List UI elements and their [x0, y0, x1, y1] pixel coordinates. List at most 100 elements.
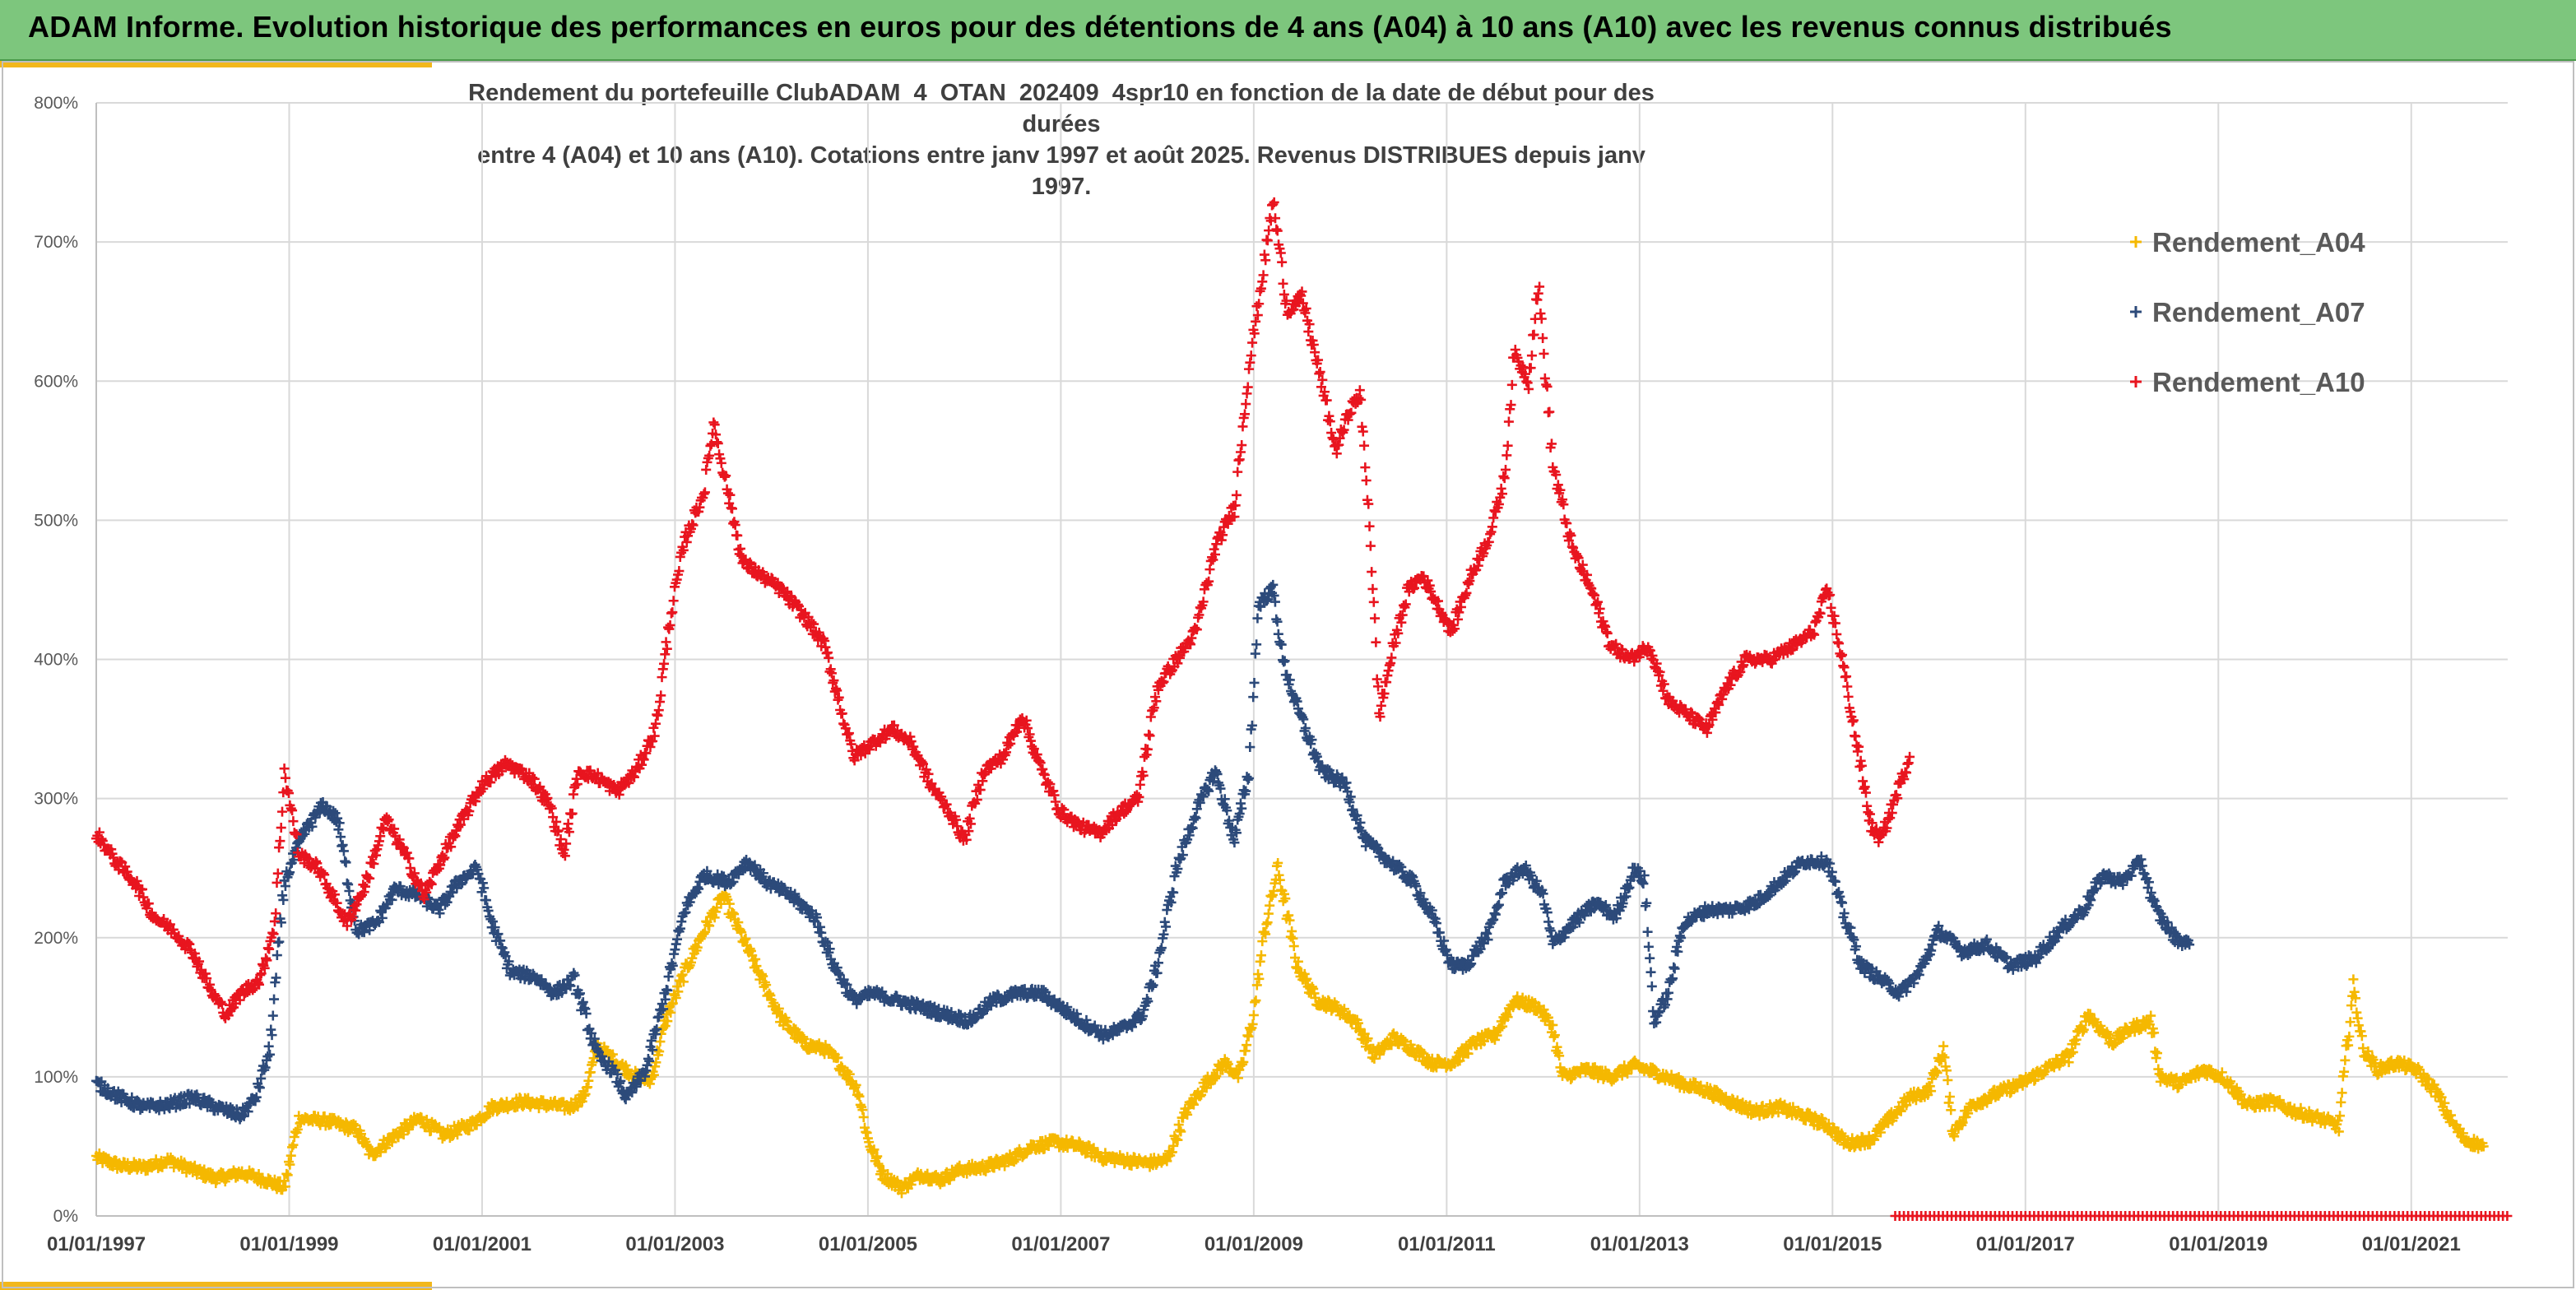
rendement_a07-point: [1673, 946, 1683, 957]
rendement_a04-point: [869, 1144, 880, 1155]
rendement_a07-point: [1495, 889, 1506, 900]
rendement_a07-point: [336, 832, 346, 842]
y-tick-label: 200%: [34, 929, 78, 948]
rendement_a04-point: [729, 909, 740, 920]
rendement_a04-point: [2150, 1046, 2161, 1057]
rendement_a04-point: [1009, 1157, 1019, 1167]
rendement_a04-point: [2356, 1026, 2366, 1037]
rendement_a07-point: [341, 857, 351, 868]
rendement_a07-point: [337, 840, 348, 851]
rendement_a10-point: [716, 457, 726, 468]
rendement_a07-point: [1651, 1017, 1662, 1028]
x-tick-label: 01/01/2021: [2362, 1233, 2461, 1255]
rendement_a10-point: [656, 690, 666, 701]
rendement_a04-point: [667, 998, 678, 1009]
rendement_a04-point: [1172, 1135, 1183, 1145]
rendement_a10-point: [709, 420, 720, 430]
rendement_a07-point: [340, 856, 350, 866]
rendement_a04-point: [1944, 1092, 1955, 1102]
rendement_a04-point: [1188, 1099, 1199, 1110]
rendement_a07-point: [278, 894, 289, 905]
rendement_a04-point: [1548, 1032, 1559, 1042]
rendement_a04-point: [666, 1007, 676, 1018]
rendement_a04-point: [687, 953, 698, 963]
rendement_a10-point: [267, 927, 278, 938]
rendement_a07-point: [1545, 926, 1556, 936]
rendement_a04-point: [1173, 1120, 1184, 1130]
rendement_a07-point: [1273, 629, 1283, 639]
rendement_a04-point: [709, 912, 720, 923]
rendement_a04-point: [288, 1139, 299, 1150]
rendement_a04-point: [343, 1127, 354, 1138]
rendement_a04-point: [750, 954, 761, 964]
rendement_a04-point: [2339, 1066, 2350, 1077]
rendement_a04-point: [263, 1173, 274, 1184]
y-tick-label: 700%: [34, 233, 78, 252]
rendement_a07-point: [663, 972, 674, 982]
rendement_a04-point: [1946, 1105, 1956, 1116]
x-tick-label: 01/01/2013: [1590, 1233, 1689, 1255]
rendement_a04-point: [858, 1111, 869, 1122]
rendement_a07-point: [267, 1010, 278, 1021]
rendement_a04-point: [281, 1168, 292, 1179]
rendement_a10-point: [708, 417, 719, 428]
rendement_a04-point: [716, 898, 726, 909]
rendement_a10-point: [701, 464, 712, 475]
rendement_a04-point: [282, 1170, 293, 1181]
y-tick-label: 300%: [34, 790, 78, 809]
rendement_a04-point: [1251, 995, 1261, 1006]
rendement_a04-point: [922, 1168, 933, 1179]
rendement_a04-point: [662, 1016, 673, 1027]
rendement_a07-point: [1249, 677, 1260, 688]
rendement_a04-point: [350, 1120, 361, 1130]
rendement_a04-point: [355, 1129, 366, 1139]
rendement_a04-point: [660, 1021, 671, 1032]
rendement_a04-point: [1182, 1109, 1193, 1120]
rendement_a04-point: [606, 1051, 616, 1062]
rendement_a07-point: [1645, 967, 1656, 977]
rendement_a04-point: [1209, 1073, 1220, 1084]
rendement_a04-point: [398, 1129, 409, 1139]
rendement_a04-point: [745, 945, 756, 956]
rendement_a10-point: [567, 808, 578, 819]
rendement_a07-point: [1833, 887, 1844, 898]
rendement_a04-point: [1247, 1019, 1258, 1029]
rendement_a04-point: [1938, 1041, 1949, 1051]
rendement_a04-point: [1176, 1126, 1186, 1137]
rendement_a04-point: [2337, 1088, 2347, 1098]
rendement_a04-point: [2336, 1097, 2346, 1107]
rendement_a10-point: [842, 729, 853, 740]
rendement_a04-point: [896, 1188, 907, 1199]
rendement_a04-point: [280, 1181, 290, 1192]
page-title: ADAM Informe. Evolution historique des p…: [28, 10, 2172, 44]
rendement_a04-point: [607, 1049, 618, 1060]
y-tick-label: 400%: [34, 651, 78, 670]
rendement_a04-point: [1242, 1040, 1252, 1051]
rendement_a04-point: [678, 977, 689, 987]
rendement_a04-point: [748, 955, 759, 966]
rendement_a10-point: [838, 718, 849, 729]
x-tick-label: 01/01/2011: [1398, 1233, 1496, 1255]
rendement_a10-point: [276, 823, 286, 833]
rendement_a04-point: [577, 1096, 587, 1107]
rendement_a04-point: [651, 1057, 661, 1068]
rendement_a07-point: [269, 994, 280, 1005]
rendement_a04-point: [464, 1125, 475, 1136]
rendement_a04-point: [1265, 900, 1275, 911]
rendement_a07-point: [815, 921, 825, 932]
rendement_a04-point: [348, 1119, 359, 1130]
x-tick-label: 01/01/2001: [433, 1233, 531, 1255]
rendement_a04-point: [736, 927, 747, 938]
rendement_a07-point: [672, 934, 683, 944]
y-tick-label: 600%: [34, 372, 78, 391]
rendement_a04-point: [1262, 917, 1273, 928]
y-axis-ticks: 0%100%200%300%400%500%600%700%800%: [34, 94, 78, 1226]
rendement_a04-point: [1253, 969, 1264, 980]
rendement_a04-point: [648, 1070, 659, 1080]
grid-lines: [95, 102, 2508, 1217]
rendement_a10-point: [824, 652, 834, 663]
rendement_a04-point: [1232, 1073, 1243, 1084]
rendement_a04-point: [285, 1150, 296, 1161]
rendement_a04-point: [773, 1003, 784, 1014]
rendement_a07-point: [1250, 648, 1260, 659]
